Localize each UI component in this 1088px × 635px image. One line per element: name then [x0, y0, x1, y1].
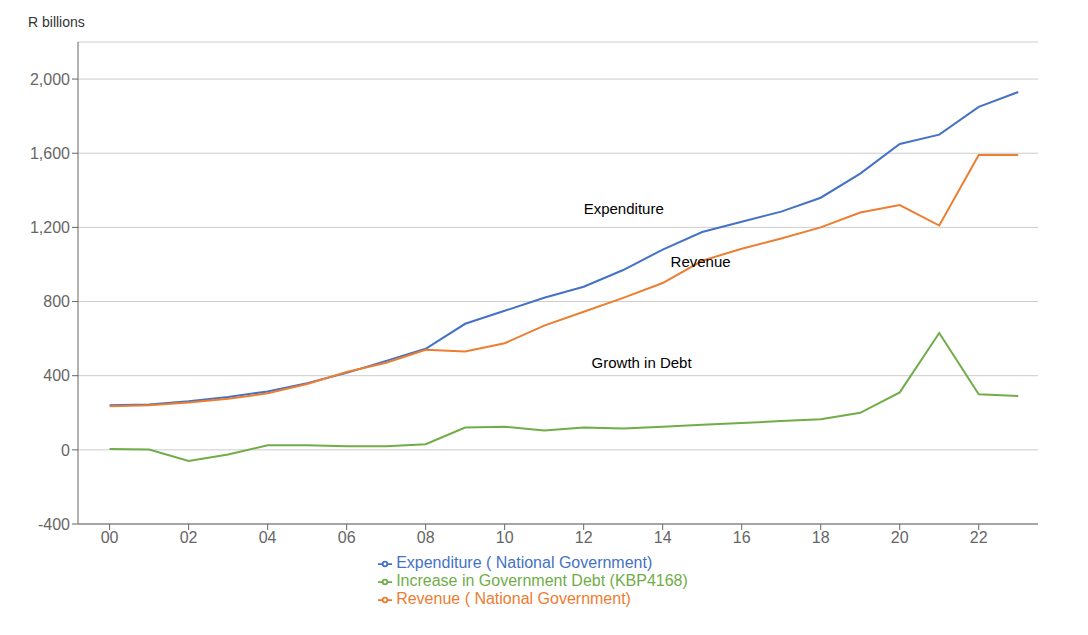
svg-text:18: 18 — [812, 529, 830, 546]
html-text:Expenditure ( National Governm: Expenditure ( National Government) — [396, 554, 653, 571]
svg-text:1,200: 1,200 — [30, 219, 70, 236]
svg-text:20: 20 — [891, 529, 909, 546]
svg-text:10: 10 — [496, 529, 514, 546]
svg-text:14: 14 — [654, 529, 672, 546]
svg-text:800: 800 — [43, 293, 70, 310]
html-text:Increase in Government Debt (K: Increase in Government Debt (KBP4168) — [396, 572, 688, 589]
svg-text:0: 0 — [61, 442, 70, 459]
svg-text:Revenue: Revenue — [671, 253, 731, 270]
html-text:R billions: R billions — [28, 14, 85, 30]
svg-text:06: 06 — [338, 529, 356, 546]
svg-text:400: 400 — [43, 367, 70, 384]
svg-text:22: 22 — [970, 529, 988, 546]
svg-text:16: 16 — [733, 529, 751, 546]
svg-text:-400: -400 — [38, 516, 70, 533]
svg-text:Growth in Debt: Growth in Debt — [592, 354, 693, 371]
svg-text:08: 08 — [417, 529, 435, 546]
svg-text:2,000: 2,000 — [30, 71, 70, 88]
svg-text:12: 12 — [575, 529, 593, 546]
html-text:Revenue ( National Government): Revenue ( National Government) — [396, 590, 631, 607]
svg-text:00: 00 — [101, 529, 119, 546]
svg-text:02: 02 — [180, 529, 198, 546]
svg-text:04: 04 — [259, 529, 277, 546]
svg-text:Expenditure: Expenditure — [584, 200, 664, 217]
svg-text:1,600: 1,600 — [30, 145, 70, 162]
